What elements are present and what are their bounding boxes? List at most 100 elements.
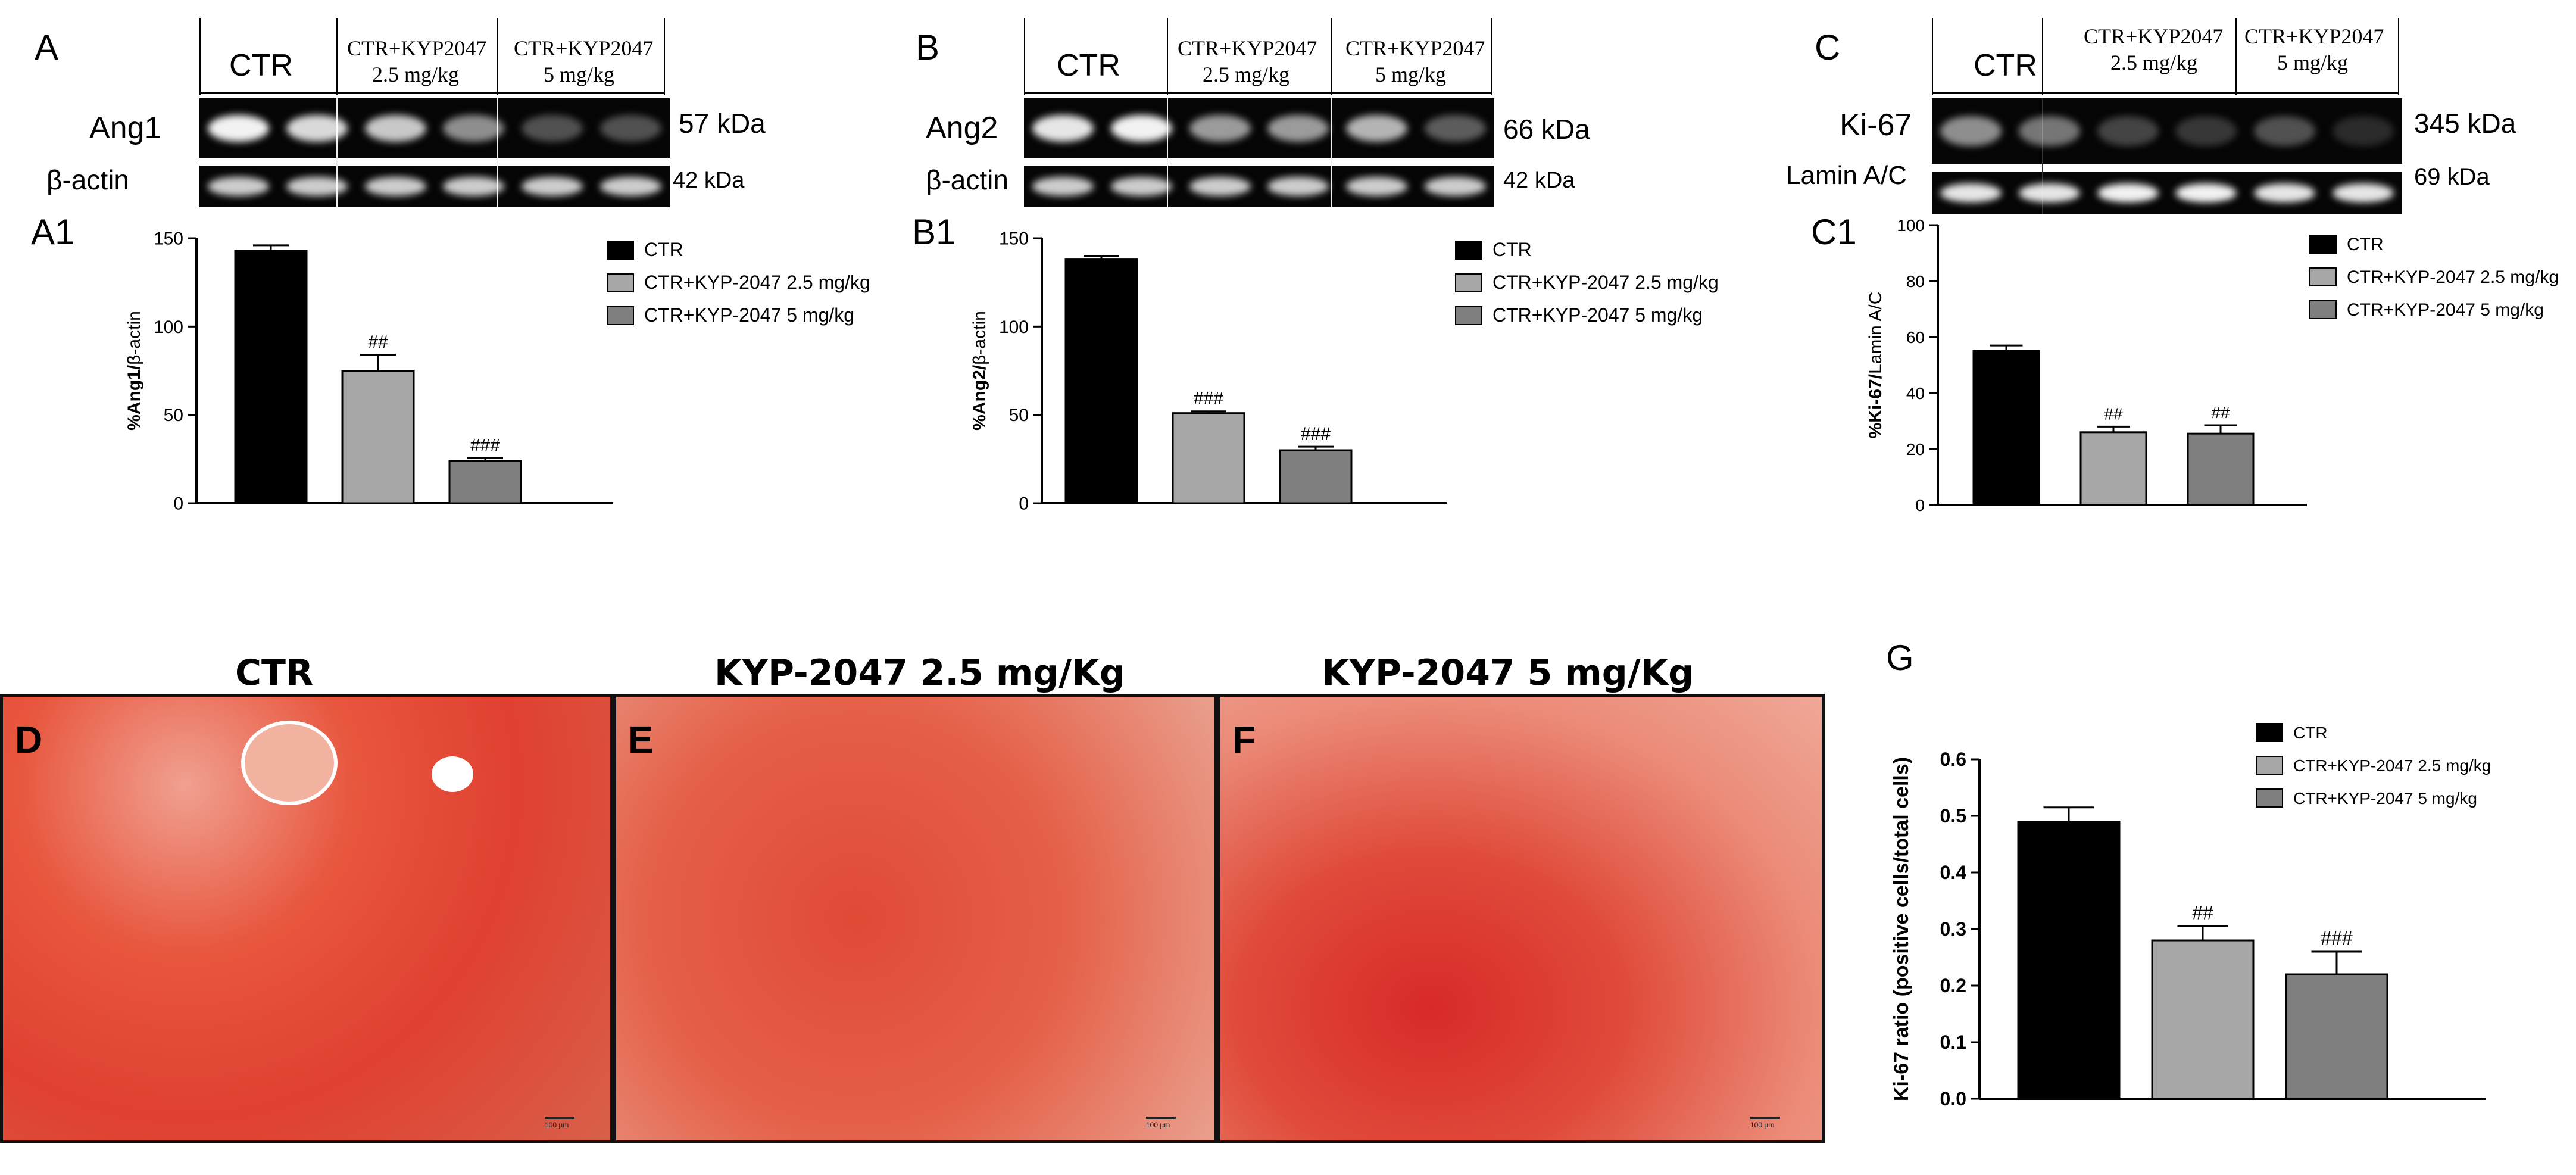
y-tick-label: 0.5 [1940,805,1966,827]
blot-band-loading [2254,183,2315,203]
blot-band-loading [1189,177,1251,196]
lane-label-ctr: CTR [1057,48,1120,83]
legend-swatch [1455,273,1482,292]
scale-bar-label-e: 100 µm [1146,1121,1170,1129]
legend-label: CTR [2347,235,2384,254]
bar-high-dose [2187,432,2255,506]
significance-label: ## [2192,902,2213,923]
legend-label: CTR [644,239,683,260]
blot-band-target [599,114,661,142]
western-blot-c: CTR CTR+KYP2047 2.5 mg/kg CTR+KYP2047 5 … [1932,18,2402,214]
blot-strip-target [1932,98,2402,164]
blot-band-target [522,114,583,142]
scale-bar-label-d: 100 µm [545,1121,569,1129]
legend-label: CTR+KYP-2047 5 mg/kg [2293,789,2477,808]
panel-label-a1: A1 [31,212,75,252]
kda-label-actin-a: 42 kDa [673,168,745,193]
blot-band-target [1111,114,1172,142]
lane-label-high-a: CTR+KYP2047 [514,36,654,60]
legend-swatch [607,241,634,260]
blot-band-loading [522,177,583,196]
target-label-ki67: Ki-67 [1840,108,1912,142]
western-blot-a: CTR CTR+KYP2047 2.5 mg/kg CTR+KYP2047 5 … [199,18,670,207]
y-tick-label: 0.4 [1940,862,1967,883]
kda-label-ki67: 345 kDa [2414,108,2516,139]
blot-strip-loading [199,166,670,207]
y-tick-label: 50 [1009,406,1029,425]
blot-band-target [286,114,348,142]
bar-low-dose [2151,939,2255,1100]
blot-band-loading [1940,183,2002,203]
legend-swatch [2309,300,2337,319]
blot-band-target [1346,114,1407,142]
y-tick-label: 150 [999,229,1029,249]
y-axis-label: %Ang1/β-actin [124,311,144,431]
lane-label-low-a: CTR+KYP2047 [347,36,487,60]
blot-band-loading [599,177,661,196]
bar-low-dose [341,370,415,504]
y-tick-label: 50 [164,406,183,425]
bar-high-dose [1279,449,1353,504]
lane-label-high-a: CTR+KYP2047 [1345,36,1485,60]
lane-label-high-b: 5 mg/kg [2277,51,2349,74]
histology-title-f: KYP-2047 5 mg/Kg [1322,652,1694,694]
blot-band-loading [208,177,270,196]
lane-label-low-b: 2.5 mg/kg [1203,63,1290,86]
legend-swatch [2309,235,2337,254]
lane-label-low-a: CTR+KYP2047 [1178,36,1317,60]
legend-swatch [2256,723,2283,742]
legend-swatch [1455,306,1482,325]
y-tick-label: 100 [154,317,183,337]
panel-label-c: C [1815,27,1841,67]
loading-label-c: Lamin A/C [1786,161,1907,190]
blot-band-loading [2175,183,2237,203]
blot-band-target [443,114,505,142]
blot-band-target [1267,114,1329,142]
y-tick-label: 0 [173,494,183,514]
histology-title-e: KYP-2047 2.5 mg/Kg [714,652,1125,694]
legend-label: CTR+KYP-2047 2.5 mg/kg [2293,756,2491,775]
histology-image-d: D 100 µm [0,694,613,1143]
significance-label: ### [470,435,500,455]
y-tick-label: 100 [999,317,1029,337]
legend-swatch [1455,241,1482,260]
blot-band-loading [443,177,505,196]
kda-label-actin-b: 42 kDa [1503,168,1575,193]
y-tick-label: 0 [1915,496,1925,515]
panel-label-d: D [15,718,43,761]
y-tick-label: 150 [154,229,183,249]
legend-label: CTR+KYP-2047 5 mg/kg [2347,300,2544,320]
blot-strip-loading [1932,172,2402,214]
target-label-ang1: Ang1 [89,111,162,145]
panel-label-f: F [1232,718,1256,761]
legend-label: CTR+KYP-2047 2.5 mg/kg [2347,267,2559,287]
legend-swatch [2256,756,2283,775]
blot-band-target [1940,116,2002,146]
lane-label-high-b: 5 mg/kg [544,63,615,86]
significance-label: ### [1194,389,1223,409]
histology-title-d: CTR [235,652,314,694]
blot-band-loading [364,177,426,196]
western-blot-b: CTR CTR+KYP2047 2.5 mg/kg CTR+KYP2047 5 … [1024,18,1494,207]
panel-label-b: B [916,27,940,67]
legend-swatch [607,306,634,325]
legend-label: CTR [1492,239,1532,260]
blot-strip-loading [1024,166,1494,207]
lane-label-low-a: CTR+KYP2047 [2084,24,2224,48]
bar-ctr [234,250,308,504]
blot-strip-target [199,98,670,158]
bar-ctr [2017,821,2121,1100]
histology-image-e: E 100 µm [613,694,1217,1143]
blot-band-target [364,114,426,142]
bar-low-dose [1172,412,1245,504]
significance-label: ## [2211,403,2230,422]
panel-label-g: G [1886,638,1914,678]
blot-band-target [2097,116,2159,146]
y-tick-label: 0.0 [1940,1088,1966,1109]
histology-image-f: F 100 µm [1217,694,1825,1143]
blot-strip-target [1024,98,1494,158]
y-axis-label: %Ki-67/Lamin A/C [1866,292,1885,439]
legend-swatch [607,273,634,292]
significance-label: ### [1301,424,1331,444]
blot-band-loading [1346,177,1407,196]
